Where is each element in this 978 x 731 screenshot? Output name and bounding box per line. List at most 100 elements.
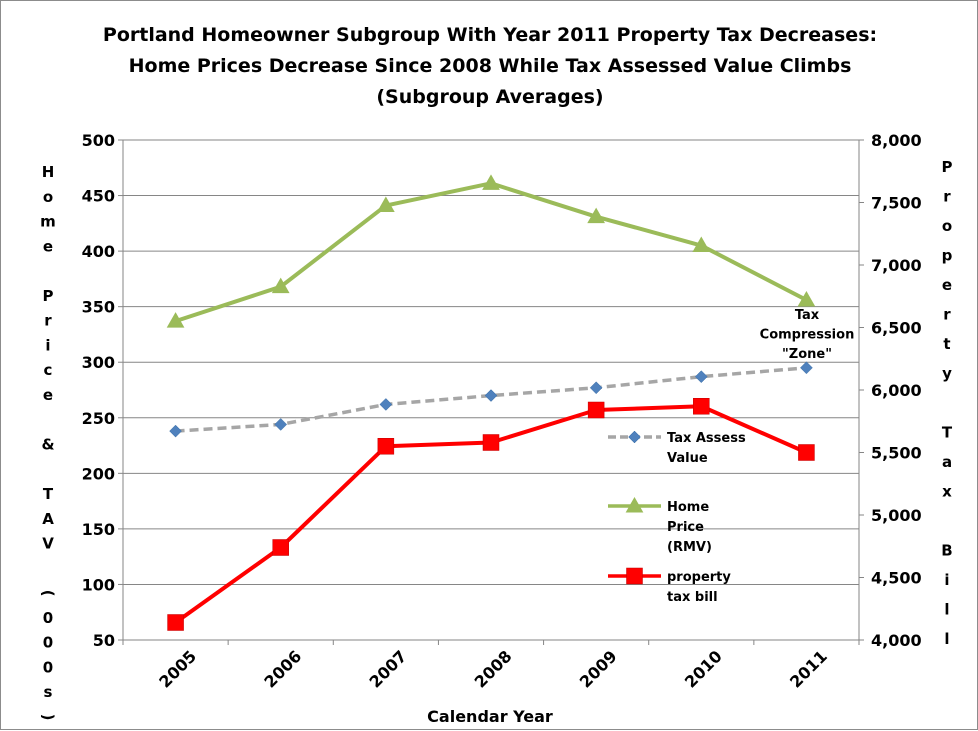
legend-label: Price — [667, 520, 704, 535]
y-right-axis-title-char: p — [942, 247, 953, 265]
data-point-diamond — [800, 361, 813, 375]
y-right-tick-label: 7,500 — [871, 194, 922, 213]
data-point-diamond — [379, 398, 393, 411]
legend-label: Home — [667, 500, 709, 515]
y-left-axis-title-char: 0 — [43, 609, 53, 627]
y-right-axis-title-char: r — [943, 306, 951, 324]
legend-label: property — [667, 570, 731, 585]
legend-label: Value — [667, 451, 708, 466]
data-point-diamond — [484, 389, 498, 402]
legend-swatch-marker — [626, 567, 643, 585]
y-left-tick-label: 50 — [93, 631, 115, 650]
y-right-axis-title-char: l — [944, 630, 949, 648]
y-right-tick-label: 4,500 — [871, 569, 922, 588]
y-left-axis-title-char: 0 — [43, 658, 53, 676]
data-point-square — [693, 398, 710, 415]
data-point-diamond — [589, 381, 603, 395]
y-left-tick-label: 500 — [82, 131, 115, 150]
annotation-label: "Zone" — [782, 347, 832, 362]
x-tick-label: 2007 — [366, 647, 411, 692]
y-right-axis-title-char: t — [943, 335, 950, 353]
legend-swatch-marker — [625, 496, 644, 513]
data-point-diamond — [274, 418, 288, 431]
y-left-axis-title-char: A — [42, 510, 54, 528]
y-left-axis-title-char: e — [43, 237, 53, 255]
y-right-tick-label: 7,000 — [871, 256, 922, 275]
y-right-tick-label: 6,500 — [871, 319, 922, 338]
data-point-square — [167, 614, 184, 631]
data-point-triangle — [482, 174, 500, 190]
legend-label: tax bill — [667, 590, 718, 605]
data-point-triangle — [587, 207, 606, 224]
y-left-axis-title-char: m — [40, 213, 56, 231]
y-left-axis-title-char: V — [42, 535, 54, 553]
y-right-axis-title-char: r — [943, 188, 951, 206]
y-right-axis-title-char: y — [942, 365, 952, 383]
y-right-tick-label: 4,000 — [871, 631, 922, 650]
chart-title-line: (Subgroup Averages) — [376, 86, 603, 108]
y-left-axis-title-char: 0 — [43, 634, 53, 652]
y-left-tick-label: 100 — [82, 575, 115, 594]
annotation-label: Tax — [795, 308, 820, 323]
y-left-tick-label: 200 — [82, 464, 115, 483]
data-point-triangle — [797, 290, 816, 307]
x-tick-label: 2009 — [576, 647, 621, 692]
y-left-axis-title-char: i — [45, 336, 50, 354]
x-tick-label: 2008 — [471, 647, 516, 692]
y-right-axis-title-char: x — [942, 483, 952, 501]
y-left-axis-title-char: T — [43, 485, 54, 503]
y-left-axis-title-char: ( — [39, 590, 57, 597]
y-left-axis-title-char: P — [43, 287, 54, 305]
y-right-axis-title-char: l — [944, 601, 949, 619]
series-line-triangle — [174, 181, 808, 324]
y-right-tick-label: 5,500 — [871, 444, 922, 463]
x-tick-label: 2010 — [681, 647, 726, 692]
y-left-tick-label: 450 — [82, 187, 115, 206]
x-tick-label: 2005 — [155, 647, 200, 692]
y-right-axis-title-char: T — [942, 424, 953, 442]
y-right-axis-title-char: i — [944, 571, 949, 589]
y-left-tick-label: 350 — [82, 298, 115, 317]
data-point-triangle — [376, 196, 395, 213]
y-left-tick-label: 150 — [82, 520, 115, 539]
y-right-tick-label: 8,000 — [871, 131, 922, 150]
data-point-square — [798, 444, 815, 461]
y-left-axis-title-char: H — [42, 163, 55, 181]
y-left-tick-label: 400 — [82, 242, 115, 261]
y-left-axis-title-char: ) — [39, 714, 57, 721]
legend-label: Tax Assess — [667, 431, 746, 446]
data-point-square — [377, 438, 395, 455]
y-left-tick-label: 250 — [82, 409, 115, 428]
y-left-axis-title-char: e — [43, 386, 53, 404]
annotation-label: Compression — [760, 328, 855, 343]
y-left-axis-title-char: o — [43, 188, 53, 206]
y-right-axis-title-char: a — [942, 453, 952, 471]
y-left-tick-label: 300 — [82, 353, 115, 372]
y-left-axis-title-char: s — [44, 683, 53, 701]
data-point-square — [587, 401, 605, 419]
y-right-axis-title-char: e — [942, 276, 952, 294]
y-left-axis-title-char: & — [41, 436, 54, 454]
chart-title-line: Portland Homeowner Subgroup With Year 20… — [103, 24, 877, 46]
y-right-axis-title-char: o — [942, 217, 952, 235]
data-point-diamond — [169, 424, 182, 438]
legend-label: (RMV) — [667, 540, 712, 555]
y-right-tick-label: 5,000 — [871, 506, 922, 525]
data-point-triangle — [692, 236, 711, 253]
chart-title-line: Home Prices Decrease Since 2008 While Ta… — [129, 55, 852, 77]
legend-swatch-marker — [628, 430, 641, 444]
data-point-square — [272, 539, 289, 556]
y-right-tick-label: 6,000 — [871, 381, 922, 400]
data-point-square — [482, 434, 500, 451]
data-point-diamond — [694, 370, 708, 384]
x-axis-title: Calendar Year — [427, 707, 553, 726]
y-right-axis-title-char: P — [942, 158, 953, 176]
y-right-axis-title-char: B — [941, 542, 952, 560]
data-point-triangle — [271, 277, 290, 294]
data-point-triangle — [166, 312, 185, 328]
x-tick-label: 2011 — [786, 647, 831, 692]
x-tick-label: 2006 — [260, 647, 305, 692]
y-left-axis-title-char: c — [44, 361, 53, 379]
